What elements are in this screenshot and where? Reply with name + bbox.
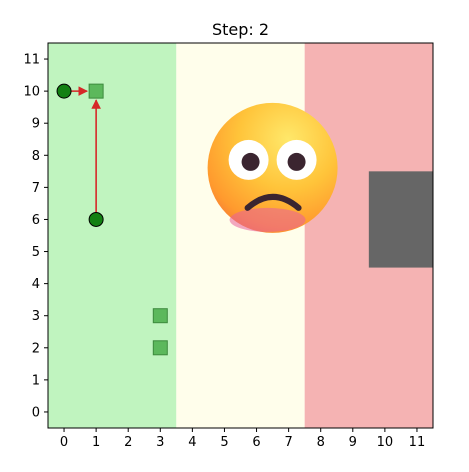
worried-face-icon [207,102,338,233]
goal-marker-1 [152,308,168,324]
region-1 [176,43,305,428]
y-tick-label: 9 [32,117,40,132]
y-axis-ticks: 0 1 2 3 4 5 6 7 8 9 10 11 [23,53,48,420]
x-axis-ticks: 0 1 2 3 4 5 6 7 8 9 10 11 [60,428,425,450]
y-tick-label: 7 [32,181,40,196]
goal-marker-0 [88,83,104,99]
goal-marker-2 [152,340,168,356]
x-tick-label: 2 [124,435,132,450]
y-tick-label: 5 [32,245,40,260]
obstacle [368,171,433,268]
x-tick-label: 0 [60,435,68,450]
x-tick-label: 1 [92,435,100,450]
y-tick-label: 6 [32,213,40,228]
chart-title: Step: 2 [212,20,269,39]
agent-marker-1 [88,211,104,227]
y-tick-label: 1 [32,373,40,388]
region-0 [48,43,177,428]
y-tick-label: 0 [32,405,40,420]
y-tick-label: 10 [23,85,40,100]
x-tick-label: 6 [252,435,260,450]
y-tick-label: 11 [23,53,40,68]
agent-markers [56,83,104,227]
x-tick-label: 9 [349,435,357,450]
x-tick-label: 8 [317,435,325,450]
y-tick-label: 4 [32,277,40,292]
agent-marker-0 [56,83,72,99]
plot-frame [47,42,434,429]
x-tick-label: 7 [284,435,292,450]
goal-markers [88,83,168,356]
y-tick-label: 2 [32,341,40,356]
x-tick-label: 10 [377,435,394,450]
x-tick-label: 3 [156,435,164,450]
obstacle-layer [368,171,433,268]
x-tick-label: 4 [188,435,196,450]
x-tick-label: 11 [409,435,426,450]
x-tick-label: 5 [220,435,228,450]
y-tick-label: 3 [32,309,40,324]
y-tick-label: 8 [32,149,40,164]
